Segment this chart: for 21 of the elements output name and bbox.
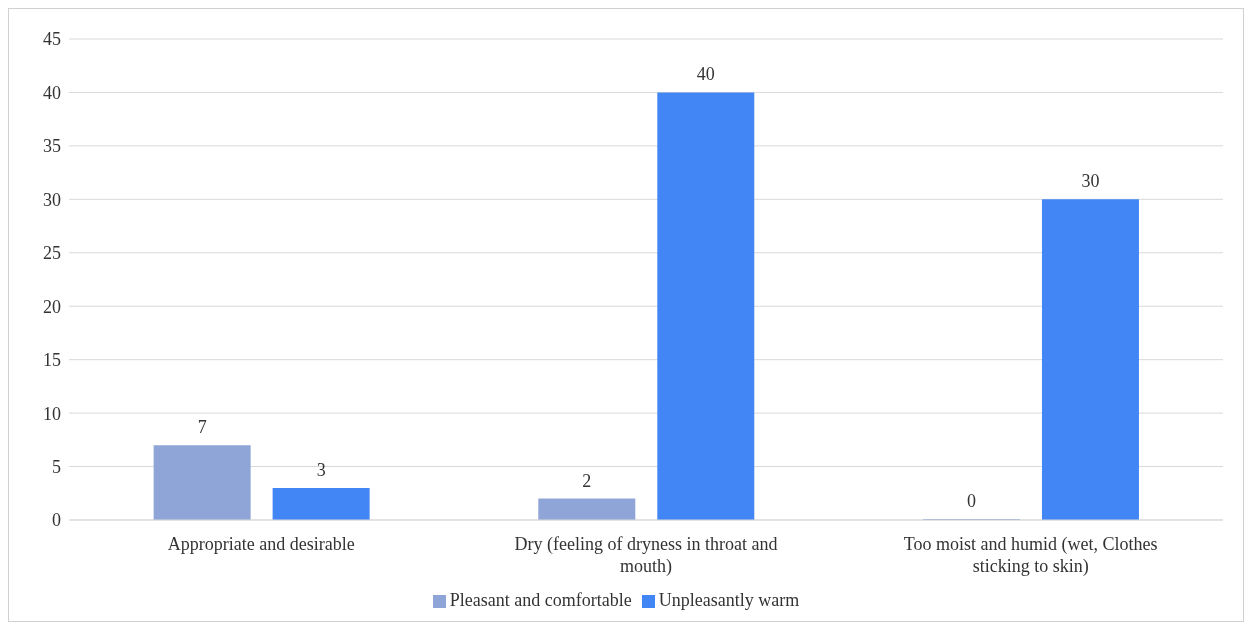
y-tick-label: 40 xyxy=(43,82,61,103)
data-label: 3 xyxy=(316,459,326,480)
x-tick-label: Dry (feeling of dryness in throat and mouth) xyxy=(514,534,778,577)
y-tick-label: 35 xyxy=(43,136,61,157)
y-tick-label: 10 xyxy=(43,403,61,424)
y-tick-label: 0 xyxy=(52,510,61,531)
legend-label: Unpleasantly warm xyxy=(658,590,800,610)
y-tick-label: 30 xyxy=(43,189,61,210)
x-tick-label: Too moist and humid (wet, Clothes sticking to skin) xyxy=(903,534,1158,577)
y-tick-label: 5 xyxy=(52,456,61,477)
y-tick-label: 20 xyxy=(43,296,61,317)
data-label: 2 xyxy=(582,470,592,491)
data-label: 40 xyxy=(696,64,715,85)
data-label: 0 xyxy=(966,491,976,511)
y-tick-label: 45 xyxy=(43,29,61,50)
data-label: 7 xyxy=(197,417,207,438)
legend-label: Pleasant and comfortable xyxy=(449,590,632,610)
y-tick-label: 25 xyxy=(43,243,61,264)
x-tick-label: Appropriate and desirable xyxy=(167,534,355,554)
y-tick-label: 15 xyxy=(43,350,61,371)
data-label: 30 xyxy=(1081,171,1100,192)
